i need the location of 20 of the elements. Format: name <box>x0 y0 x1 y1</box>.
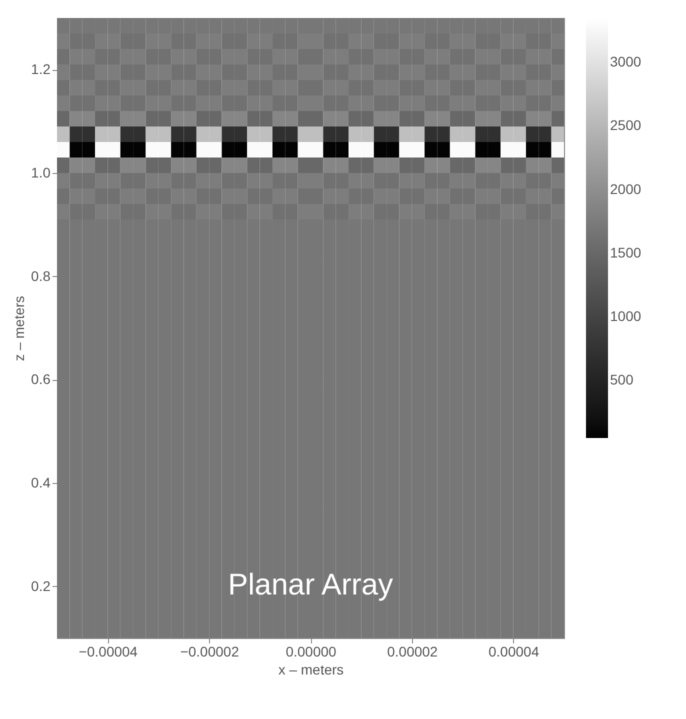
color-bar-label: 3000 <box>610 54 642 70</box>
y-tick-label: 1.0 <box>31 164 51 180</box>
y-tick-label: 0.4 <box>31 474 51 490</box>
y-tick-label: 0.6 <box>31 371 51 388</box>
y-tick-label: 0.2 <box>31 578 51 594</box>
y-axis-title: z – meters <box>11 296 28 362</box>
color-bar-label: 1000 <box>610 308 642 324</box>
x-tick-label: −0.00004 <box>78 644 138 660</box>
color-bar-label: 500 <box>610 372 634 388</box>
x-tick-label: 0.00004 <box>488 644 540 660</box>
x-axis-title: x – meters <box>278 662 344 678</box>
x-tick-label: −0.00002 <box>180 644 240 660</box>
x-tick-label: 0.00002 <box>387 644 438 660</box>
annotation: Planar Array <box>228 568 394 602</box>
x-tick-label: 0.00000 <box>286 644 337 660</box>
color-bar-label: 1500 <box>610 244 642 260</box>
color-bar-label: 2500 <box>610 117 642 134</box>
y-tick-label: 1.2 <box>31 61 51 78</box>
color-bar-label: 2000 <box>610 180 642 197</box>
y-tick-label: 0.8 <box>31 268 51 284</box>
